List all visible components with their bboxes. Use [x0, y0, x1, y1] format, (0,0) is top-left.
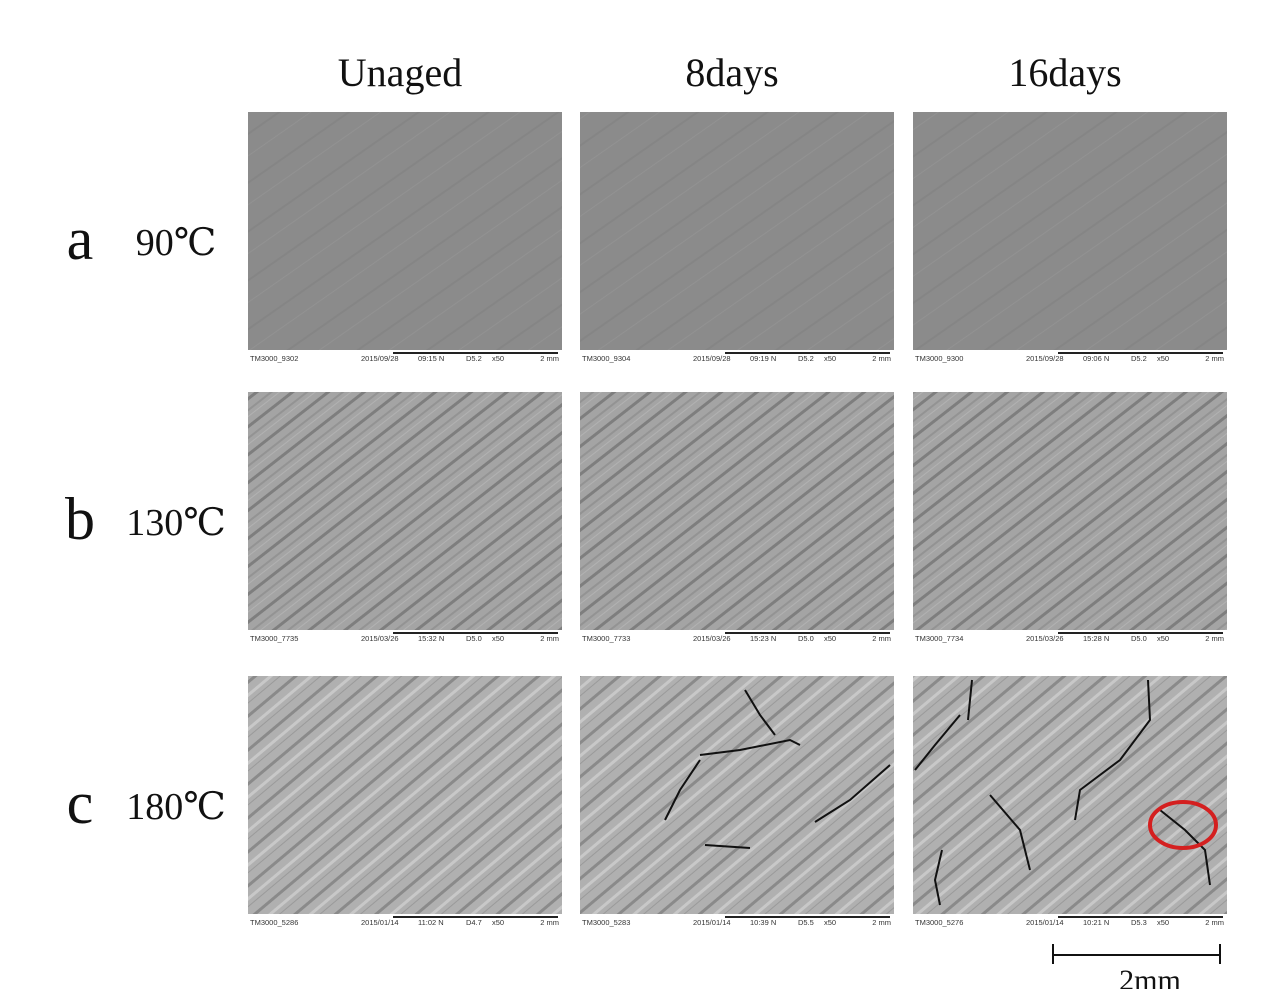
image-date: 2015/01/14	[361, 918, 399, 927]
row-letter: c	[67, 770, 94, 836]
crack	[933, 849, 943, 906]
image-scale: 2 mm	[540, 918, 559, 927]
image-date: 2015/09/28	[1026, 354, 1064, 363]
image-date: 2015/03/26	[361, 634, 399, 643]
sem-image	[248, 112, 562, 350]
image-scale: 2 mm	[872, 918, 891, 927]
image-date: 2015/03/26	[693, 634, 731, 643]
crack	[704, 844, 751, 849]
image-scale: 2 mm	[540, 634, 559, 643]
crack	[1074, 679, 1152, 821]
image-id: TM3000_5286	[250, 918, 298, 927]
crack	[967, 679, 973, 721]
image-date: 2015/03/26	[1026, 634, 1064, 643]
crack	[1159, 809, 1211, 886]
image-id: TM3000_5276	[915, 918, 963, 927]
image-scale: 2 mm	[872, 354, 891, 363]
image-magnification: x50	[492, 634, 504, 643]
image-scale: 2 mm	[540, 354, 559, 363]
image-time: 09:15 N	[418, 354, 444, 363]
image-mode: D5.3	[1131, 918, 1147, 927]
row-temperature: 90℃	[136, 222, 217, 264]
column-header: 8days	[685, 50, 778, 95]
image-time: 10:21 N	[1083, 918, 1109, 927]
image-time: 15:32 N	[418, 634, 444, 643]
crack	[699, 738, 801, 756]
image-magnification: x50	[824, 918, 836, 927]
image-magnification: x50	[1157, 634, 1169, 643]
sem-image	[248, 676, 562, 914]
image-id: TM3000_7733	[582, 634, 630, 643]
column-header: Unaged	[338, 50, 462, 95]
image-id: TM3000_7735	[250, 634, 298, 643]
image-id: TM3000_9300	[915, 354, 963, 363]
image-mode: D5.2	[1131, 354, 1147, 363]
sem-image	[913, 676, 1227, 914]
sem-image	[248, 392, 562, 630]
image-id: TM3000_9302	[250, 354, 298, 363]
row-letter: b	[65, 486, 95, 552]
crack	[744, 689, 776, 736]
sem-image	[913, 112, 1227, 350]
image-time: 15:23 N	[750, 634, 776, 643]
crack	[814, 764, 891, 823]
image-id: TM3000_5283	[582, 918, 630, 927]
image-mode: D5.0	[1131, 634, 1147, 643]
image-id: TM3000_9304	[582, 354, 630, 363]
image-id: TM3000_7734	[915, 634, 963, 643]
image-magnification: x50	[1157, 918, 1169, 927]
crack	[664, 759, 701, 821]
image-time: 11:02 N	[418, 918, 444, 927]
image-mode: D5.5	[798, 918, 814, 927]
image-time: 15:28 N	[1083, 634, 1109, 643]
image-scale: 2 mm	[1205, 354, 1224, 363]
scale-bar-label: 2mm	[1119, 964, 1181, 989]
image-magnification: x50	[824, 354, 836, 363]
sem-image	[913, 392, 1227, 630]
image-date: 2015/01/14	[1026, 918, 1064, 927]
image-time: 09:06 N	[1083, 354, 1109, 363]
image-mode: D4.7	[466, 918, 482, 927]
image-date: 2015/09/28	[361, 354, 399, 363]
crack	[914, 714, 961, 771]
row-letter: a	[67, 206, 94, 272]
image-scale: 2 mm	[872, 634, 891, 643]
column-header: 16days	[1008, 50, 1121, 95]
cracks	[664, 679, 1211, 906]
image-magnification: x50	[492, 918, 504, 927]
image-scale: 2 mm	[1205, 918, 1224, 927]
image-scale: 2 mm	[1205, 634, 1224, 643]
image-mode: D5.0	[466, 634, 482, 643]
image-mode: D5.2	[798, 354, 814, 363]
image-mode: D5.0	[798, 634, 814, 643]
row-temperature: 130℃	[126, 502, 226, 544]
row-temperature: 180℃	[126, 786, 226, 828]
image-magnification: x50	[492, 354, 504, 363]
image-mode: D5.2	[466, 354, 482, 363]
sem-image	[580, 112, 894, 350]
highlight-circle	[1148, 800, 1218, 850]
sem-image	[580, 676, 894, 914]
image-magnification: x50	[1157, 354, 1169, 363]
image-grid: Unaged 8days 16days a 90℃ TM3000_9302 2015/09/…	[65, 50, 1227, 927]
crack	[989, 794, 1031, 871]
sem-image	[580, 392, 894, 630]
image-magnification: x50	[824, 634, 836, 643]
image-time: 09:19 N	[750, 354, 776, 363]
image-date: 2015/09/28	[693, 354, 731, 363]
image-date: 2015/01/14	[693, 918, 731, 927]
image-time: 10:39 N	[750, 918, 776, 927]
